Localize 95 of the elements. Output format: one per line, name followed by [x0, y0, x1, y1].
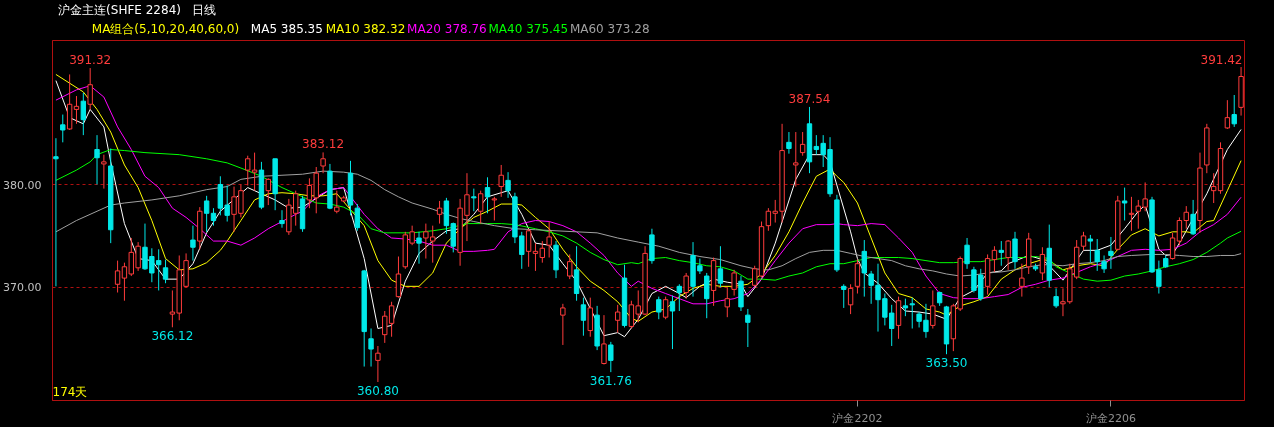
candlestick	[1108, 236, 1114, 270]
candlestick	[80, 92, 87, 136]
y-tick-label: 370.00	[3, 281, 42, 295]
candlestick	[1128, 196, 1135, 232]
candlestick	[704, 272, 710, 319]
text: MA5 385.35	[250, 21, 323, 36]
candlestick	[587, 297, 593, 338]
line-series	[55, 170, 1242, 277]
candlestick	[724, 286, 730, 318]
candlestick	[190, 225, 196, 262]
candlestick	[799, 131, 806, 157]
candlestick	[1080, 231, 1087, 251]
text: MA10 382.32	[325, 21, 406, 36]
candlestick	[484, 176, 491, 214]
candlestick	[662, 296, 669, 320]
candlestick	[608, 341, 614, 373]
candlestick	[1087, 234, 1094, 264]
candlestick	[375, 345, 381, 383]
candlestick	[1039, 246, 1046, 281]
candlestick	[101, 154, 107, 190]
candlestick	[1231, 94, 1237, 128]
candlestick	[930, 289, 936, 329]
candlestick	[87, 67, 93, 110]
text: MA40 375.45	[488, 21, 569, 36]
candlestick	[368, 328, 374, 368]
candlestick	[717, 245, 724, 288]
candlestick	[676, 283, 683, 312]
annotation: 383.12	[302, 137, 345, 152]
candlestick	[1169, 232, 1176, 261]
annotation: 360.80	[356, 383, 399, 398]
candlestick	[731, 269, 737, 297]
candlestick	[614, 304, 621, 334]
candlestick	[580, 297, 587, 337]
candlestick	[786, 131, 792, 155]
candlestick	[525, 228, 532, 268]
annotation: 387.54	[788, 91, 831, 106]
candlestick	[964, 237, 970, 270]
candlestick	[861, 239, 867, 298]
candlestick	[854, 259, 861, 295]
candlestick	[203, 195, 210, 233]
candlestick	[114, 260, 121, 293]
candlestick	[567, 253, 573, 280]
y-tick-label: 380.00	[3, 178, 42, 192]
candlestick	[477, 190, 484, 225]
candlestick	[1005, 239, 1011, 271]
candlestick	[265, 177, 271, 206]
candlestick	[416, 231, 422, 265]
chart-title: 沪金主连(SHFE 2284)	[58, 2, 181, 17]
candlestick	[320, 151, 326, 174]
candlestick	[1019, 263, 1025, 298]
candlestick	[669, 295, 676, 350]
text: MA20 378.76	[407, 21, 487, 36]
candlestick	[94, 134, 100, 185]
candlestick	[73, 95, 80, 125]
candlestick	[471, 188, 477, 212]
annotation: 391.32	[69, 53, 112, 68]
annotation: 366.12	[151, 329, 194, 344]
annotation: 391.42	[1200, 52, 1243, 67]
candlestick	[560, 303, 566, 346]
candlestick	[841, 283, 847, 309]
chart-subtitle: 日线	[191, 2, 216, 17]
candlestick	[1190, 199, 1196, 236]
candlestick	[1053, 287, 1059, 309]
candlestick	[395, 256, 402, 299]
candlestick	[279, 209, 285, 229]
x-tick-label: 沪金2206	[1085, 411, 1136, 425]
candlestick	[354, 203, 361, 232]
candlestick	[53, 137, 59, 287]
candlestick	[334, 190, 340, 214]
annotation: 174天	[52, 384, 88, 399]
candlestick	[505, 171, 511, 199]
candlestick	[498, 164, 504, 198]
candlestick	[991, 245, 998, 273]
x-tick-label: 沪金2202	[832, 411, 883, 425]
candlestick	[162, 259, 169, 284]
candlestick	[1121, 187, 1128, 221]
candlestick	[436, 200, 443, 225]
candlestick	[909, 297, 915, 329]
candlestick	[601, 314, 607, 365]
candlestick	[847, 283, 854, 315]
candlestick	[1012, 231, 1018, 270]
candlestick	[745, 308, 751, 348]
annotation: 363.50	[925, 356, 968, 371]
candlestick	[683, 272, 689, 300]
annotation: 361.76	[589, 374, 632, 389]
legend-title: MA组合(5,10,20,40,60,0)	[91, 21, 240, 36]
candlestick	[491, 196, 498, 221]
candlestick	[656, 296, 662, 320]
candlestick	[793, 131, 799, 188]
text: MA60 373.28	[569, 21, 650, 36]
candlestick	[573, 245, 580, 302]
candlestick	[546, 221, 552, 259]
candlestick	[60, 114, 66, 143]
candlestick	[998, 240, 1004, 267]
candlestick	[1224, 99, 1231, 130]
